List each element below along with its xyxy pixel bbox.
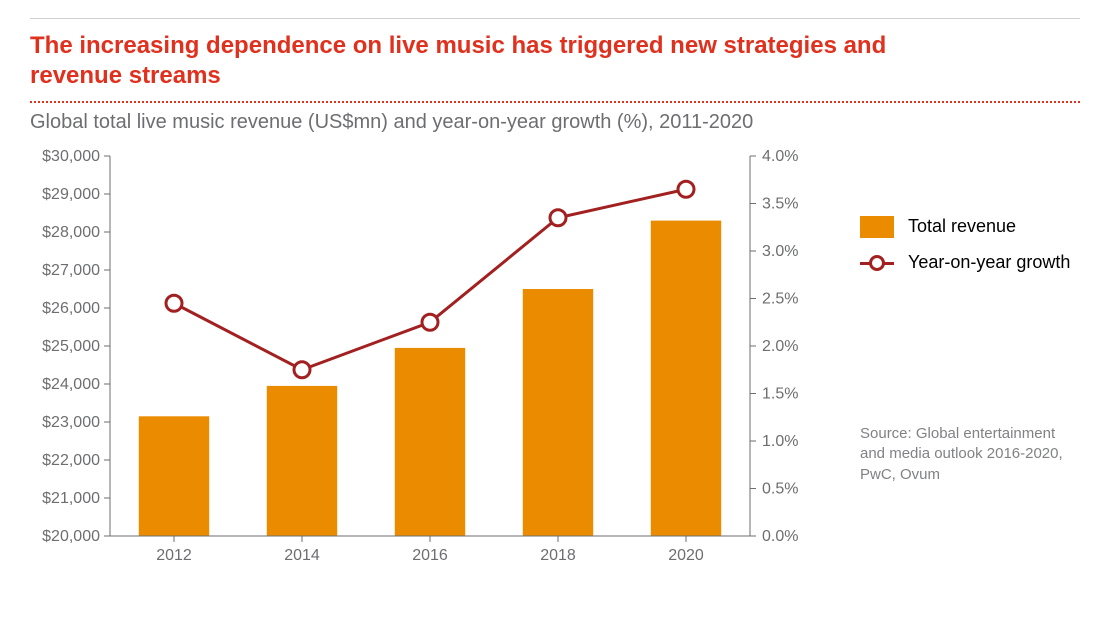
legend-item-line: Year-on-year growth — [860, 252, 1080, 274]
y-left-tick-label: $24,000 — [42, 376, 100, 393]
bar — [267, 386, 337, 536]
growth-line — [174, 189, 686, 370]
x-tick-label: 2016 — [412, 547, 448, 564]
y-right-tick-label: 2.5% — [762, 291, 798, 308]
y-right-tick-label: 1.0% — [762, 433, 798, 450]
top-rule — [30, 18, 1080, 19]
source-text: Source: Global entertainment and media o… — [860, 424, 1080, 485]
y-left-tick-label: $22,000 — [42, 452, 100, 469]
bar — [395, 348, 465, 536]
legend-label-line: Year-on-year growth — [908, 252, 1070, 274]
legend-marker-line — [860, 252, 894, 274]
chart-title: The increasing dependence on live music … — [30, 31, 930, 91]
bar — [651, 221, 721, 536]
growth-marker — [166, 295, 182, 311]
y-right-tick-label: 4.0% — [762, 148, 798, 165]
y-right-tick-label: 3.0% — [762, 243, 798, 260]
bar — [139, 416, 209, 536]
x-tick-label: 2014 — [284, 547, 320, 564]
y-left-tick-label: $28,000 — [42, 224, 100, 241]
x-tick-label: 2012 — [156, 547, 192, 564]
x-tick-label: 2020 — [668, 547, 704, 564]
y-left-tick-label: $30,000 — [42, 148, 100, 165]
dotted-rule — [30, 101, 1080, 103]
y-left-tick-label: $21,000 — [42, 490, 100, 507]
legend: Total revenue Year-on-year growth Source… — [820, 146, 1080, 485]
legend-swatch-bars — [860, 216, 894, 238]
y-right-tick-label: 2.0% — [762, 338, 798, 355]
growth-marker — [422, 314, 438, 330]
y-left-tick-label: $26,000 — [42, 300, 100, 317]
growth-marker — [678, 181, 694, 197]
y-left-tick-label: $25,000 — [42, 338, 100, 355]
legend-label-bars: Total revenue — [908, 216, 1016, 238]
y-left-tick-label: $23,000 — [42, 414, 100, 431]
chart-svg: $20,000 $21,000 $22,000 $23,000 $24,000 $25,0… — [30, 146, 820, 576]
growth-marker — [550, 210, 566, 226]
y-right-tick-label: 3.5% — [762, 196, 798, 213]
y-right-tick-label: 1.5% — [762, 386, 798, 403]
y-right-tick-label: 0.5% — [762, 481, 798, 498]
y-right-tick-label: 0.0% — [762, 528, 798, 545]
y-left-tick-label: $27,000 — [42, 262, 100, 279]
legend-item-bars: Total revenue — [860, 216, 1080, 238]
growth-marker — [294, 362, 310, 378]
y-left-tick-label: $20,000 — [42, 528, 100, 545]
bar — [523, 289, 593, 536]
y-left-tick-label: $29,000 — [42, 186, 100, 203]
x-tick-label: 2018 — [540, 547, 576, 564]
chart-area: $20,000 $21,000 $22,000 $23,000 $24,000 $25,0… — [30, 146, 820, 581]
chart-subtitle: Global total live music revenue (US$mn) … — [30, 111, 1080, 134]
